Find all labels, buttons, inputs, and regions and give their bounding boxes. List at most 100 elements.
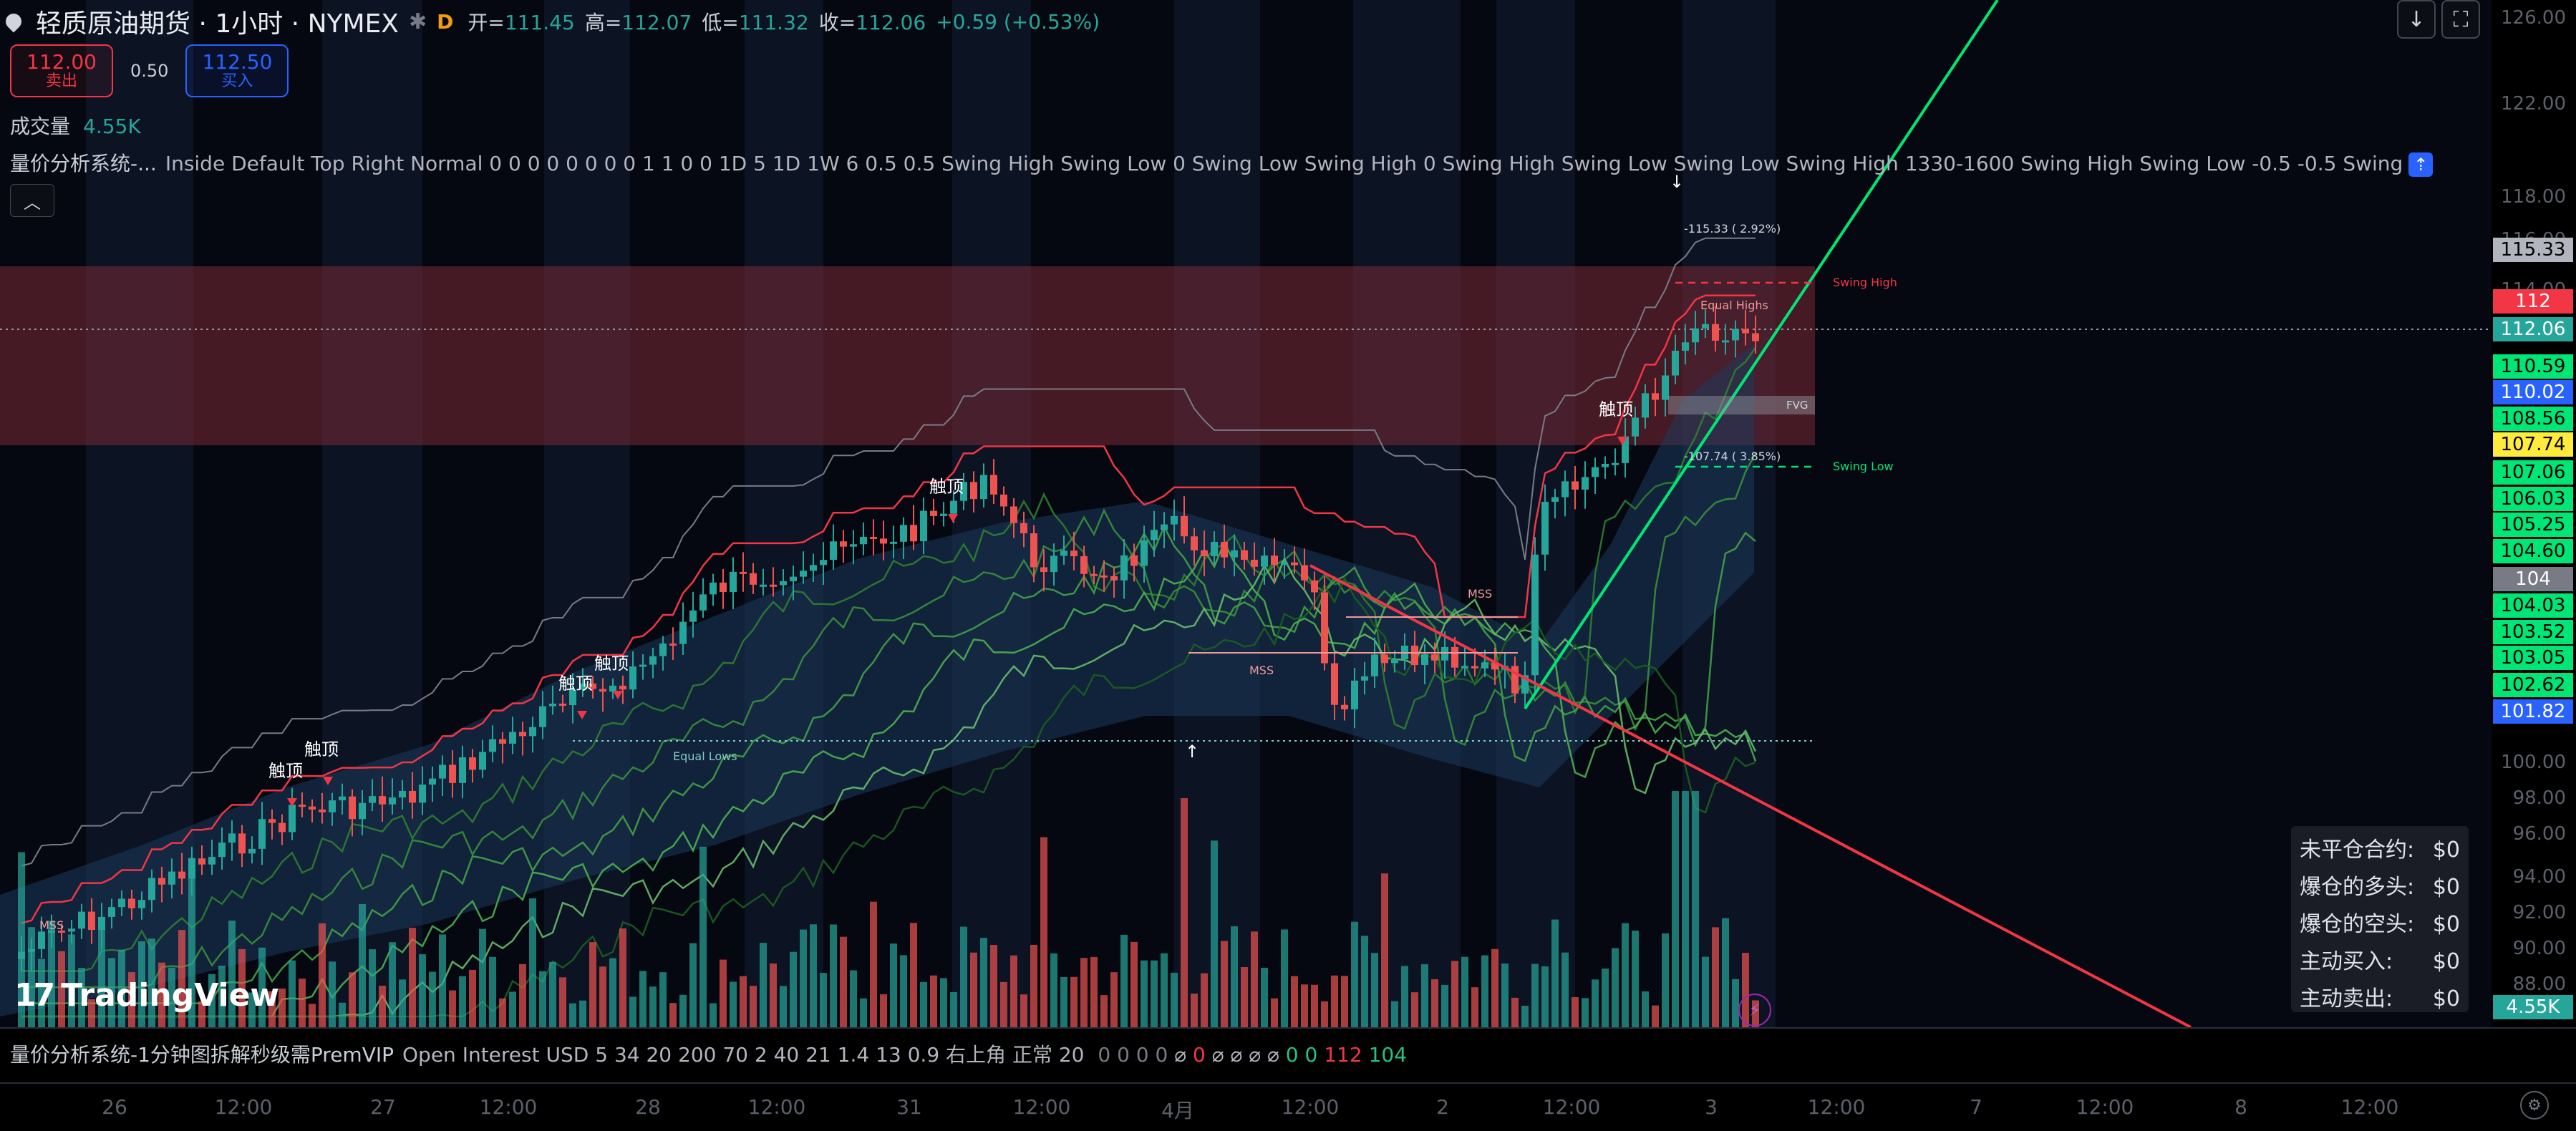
price-chart[interactable]: Swing High Swing Low Equal Highs Equal Lows…	[0, 0, 2492, 1027]
candle-body	[1511, 666, 1519, 694]
volume-bar	[980, 938, 987, 1027]
fvg-label: FVG	[1786, 399, 1808, 412]
volume-bar	[1401, 966, 1408, 1027]
candle-body	[1441, 646, 1448, 661]
chart-area[interactable]: Swing High Swing Low Equal Highs Equal Lows…	[0, 0, 2492, 1027]
fullscreen-button[interactable]: ⛶	[2441, 0, 2480, 39]
volume-bar	[760, 943, 767, 1027]
candle-body	[529, 727, 536, 737]
collapse-legend-button[interactable]: ︿	[10, 184, 54, 217]
volume-bar	[248, 992, 256, 1027]
candle-body	[248, 848, 256, 854]
time-tick: 26	[102, 1095, 127, 1119]
volume-bar	[1161, 953, 1168, 1027]
candle-body	[900, 525, 907, 542]
volume-bar	[1491, 948, 1498, 1027]
settings-icon[interactable]: ⚙	[2520, 1091, 2549, 1120]
volume-bar	[1291, 976, 1298, 1027]
candle-body	[1752, 333, 1759, 341]
volume-bar	[1471, 987, 1478, 1027]
volume-bar	[910, 923, 917, 1027]
candle-body	[579, 683, 586, 690]
candle-body	[780, 581, 787, 586]
candle-body	[940, 513, 947, 516]
candle-body	[118, 898, 125, 908]
candle-body	[539, 706, 546, 727]
volume-bar	[1461, 956, 1468, 1027]
volume-bar	[319, 923, 326, 1027]
candle-body	[78, 911, 85, 929]
volume-bar	[1020, 994, 1027, 1027]
candle-body	[840, 541, 847, 547]
price-axis[interactable]: 126.00122.00118.00116.00114.00100.0098.0…	[2492, 0, 2576, 1027]
candle-body	[599, 689, 606, 692]
volume-bar	[449, 990, 456, 1027]
symbol-title[interactable]: 轻质原油期货 · 1小时 · NYMEX	[36, 9, 399, 39]
candle-body	[1481, 662, 1488, 669]
indicator-legend[interactable]: 量价分析系统-... Inside Default Top Right Norma…	[10, 148, 2434, 177]
touch-top-label: 触顶	[594, 654, 629, 674]
candle-body	[559, 703, 566, 706]
open-value: 111.45	[504, 11, 575, 34]
candle-body	[439, 764, 446, 779]
volume-bar	[1060, 976, 1067, 1027]
brand-name: TradingView	[61, 977, 280, 1014]
candle-body	[28, 948, 35, 952]
volume-value: 4.55K	[83, 115, 141, 138]
lightning-icon[interactable]: ⚡	[1738, 994, 1771, 1026]
volume-legend[interactable]: 成交量 4.55K	[10, 111, 141, 140]
volume-bar	[499, 998, 506, 1027]
candle-body	[299, 805, 306, 807]
volume-bar	[409, 928, 416, 1027]
candle-body	[1100, 575, 1108, 578]
green-trendline	[1524, 0, 1999, 710]
candle-body	[208, 857, 216, 865]
candle-body	[289, 805, 296, 833]
volume-bar	[840, 936, 847, 1027]
volume-bar	[509, 991, 516, 1027]
volume-bar	[519, 963, 526, 1027]
volume-bar	[770, 963, 777, 1027]
tradingview-logo[interactable]: 17 TradingView	[14, 977, 279, 1014]
candle-body	[148, 878, 155, 901]
sell-button[interactable]: 112.00 卖出	[10, 44, 113, 97]
candle-body	[1120, 555, 1128, 581]
oi-value: $0	[2432, 949, 2460, 974]
arrow-down-icon: ↓	[2407, 6, 2426, 32]
candle-body	[1181, 515, 1188, 537]
volume-bar	[1602, 969, 1609, 1027]
volume-bar	[349, 972, 356, 1027]
candle-body	[389, 797, 396, 805]
buy-button[interactable]: 112.50 买入	[185, 44, 289, 97]
price-tick: 126.00	[2501, 7, 2566, 29]
bottom-indicator-legend[interactable]: 量价分析系统-1分钟图拆解秒级需PremVIP Open Interest USD…	[10, 1039, 1407, 1068]
volume-bar	[1501, 963, 1509, 1027]
price-label: 115.33	[2493, 238, 2573, 262]
candle-body	[1030, 533, 1037, 568]
candle-body	[960, 482, 967, 501]
volume-bar	[138, 941, 145, 1027]
volume-bar	[1682, 791, 1689, 1027]
fullscreen-icon: ⛶	[2453, 6, 2469, 32]
indicator-name: 量价分析系统-...	[10, 152, 157, 175]
time-tick: 27	[370, 1095, 396, 1119]
volume-bar	[1231, 926, 1238, 1027]
open-label: 开=	[468, 11, 505, 34]
candle-body	[689, 610, 697, 622]
volume-bar	[1722, 918, 1729, 1027]
pane-separator[interactable]	[0, 1027, 2576, 1029]
candle-body	[519, 732, 526, 737]
asterisk-icon[interactable]: ✱	[408, 9, 427, 34]
time-axis[interactable]: 26 12:00 27 12:00 28 12:00 31 12:00 4月 12:00 2 12:0…	[0, 1084, 2492, 1131]
buy-price: 112.50	[202, 49, 273, 74]
candle-body	[1742, 329, 1749, 334]
down-triangle-icon	[1617, 437, 1627, 445]
scroll-down-button[interactable]: ↓	[2397, 0, 2436, 39]
volume-bar	[629, 996, 636, 1027]
measure-top-label: -115.33 ( 2.92%)	[1684, 222, 1781, 236]
pane-separator[interactable]	[0, 1082, 2576, 1084]
candle-body	[1130, 555, 1138, 566]
down-triangle-icon	[287, 798, 297, 807]
price-label: 103.52	[2493, 620, 2573, 644]
indicator-add-icon[interactable]: ⇡	[2408, 152, 2434, 177]
